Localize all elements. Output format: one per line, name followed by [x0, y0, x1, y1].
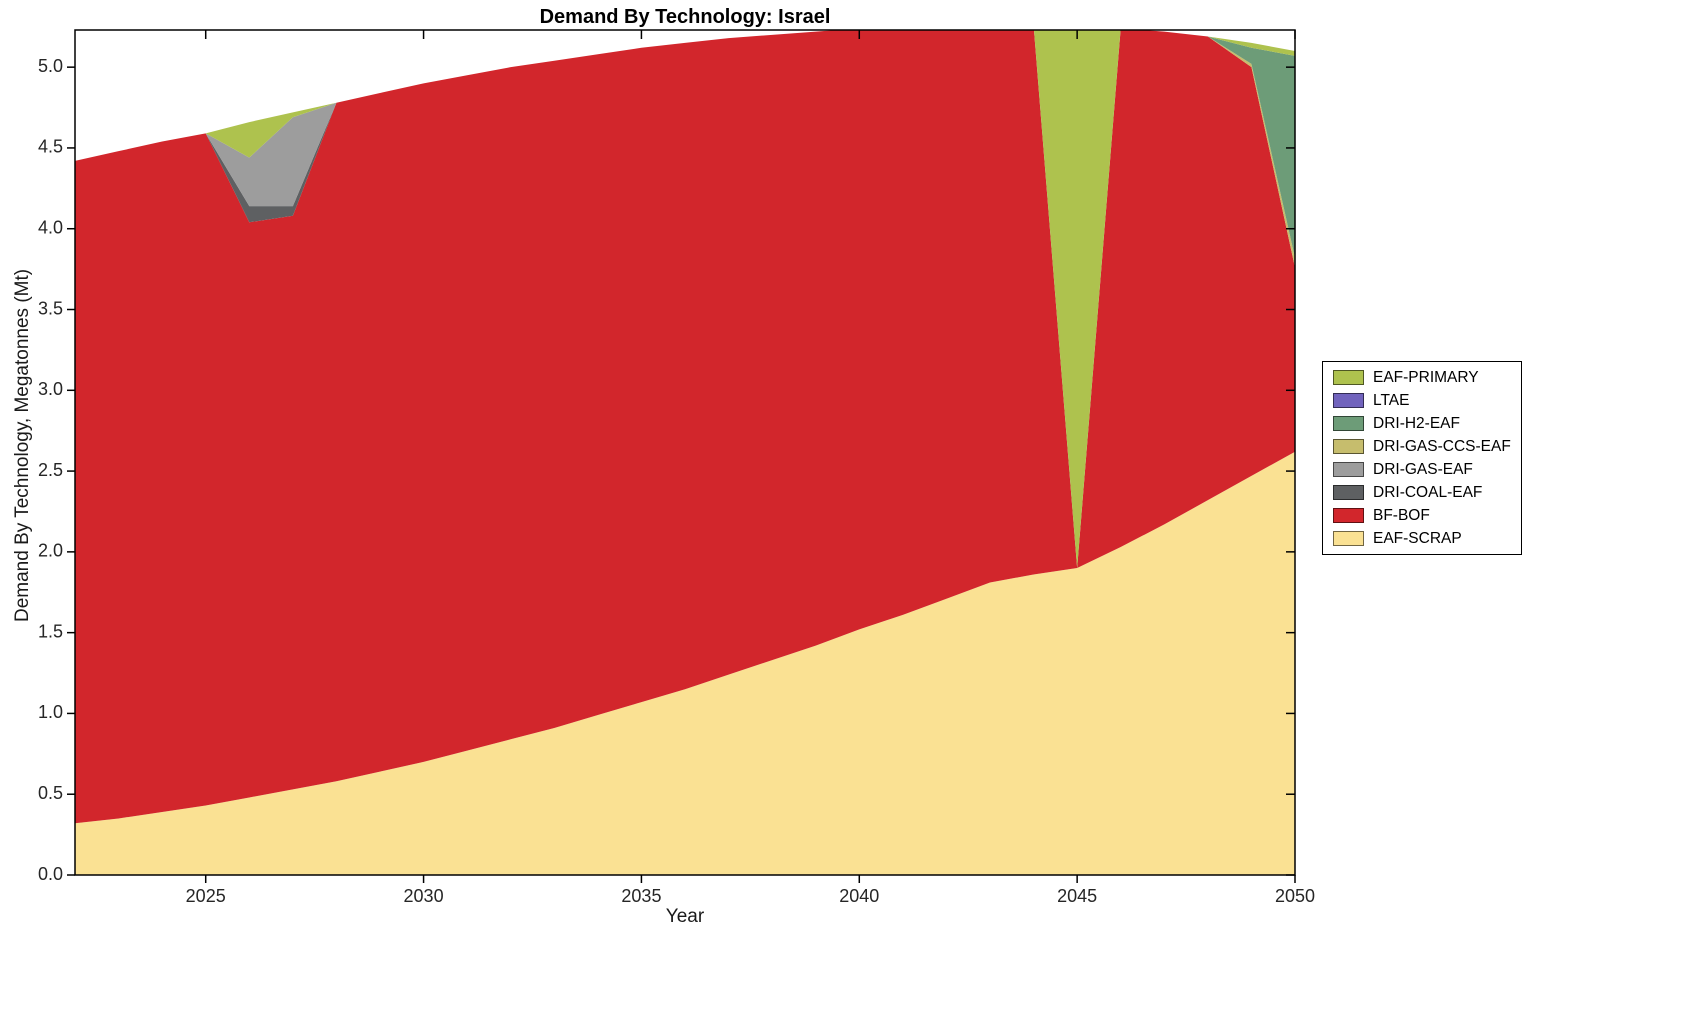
y-axis-label: Demand By Technology, Megatonnes (Mt) [12, 268, 33, 622]
legend-swatch [1333, 416, 1364, 431]
area-bf-bof [75, 30, 1295, 824]
legend-label: EAF-SCRAP [1373, 529, 1462, 547]
legend-swatch [1333, 485, 1364, 500]
legend-swatch [1333, 370, 1364, 385]
y-tick-label: 1.5 [38, 621, 63, 641]
y-tick-label: 4.0 [38, 217, 63, 237]
legend: EAF-PRIMARY LTAE DRI-H2-EAF DRI-GAS-CCS-EAF… [1322, 361, 1522, 555]
legend-swatch [1333, 439, 1364, 454]
legend-label: DRI-GAS-EAF [1373, 460, 1473, 478]
y-tick-label: 5.0 [38, 56, 63, 76]
legend-entry-eaf-primary: EAF-PRIMARY [1333, 368, 1511, 387]
y-tick-label: 2.5 [38, 460, 63, 480]
legend-label: LTAE [1373, 391, 1410, 409]
legend-swatch [1333, 393, 1364, 408]
y-tick-label: 3.5 [38, 298, 63, 318]
legend-entry-dri-h2-eaf: DRI-H2-EAF [1333, 414, 1511, 433]
legend-label: BF-BOF [1373, 506, 1430, 524]
x-tick-label: 2030 [404, 886, 444, 906]
legend-label: DRI-COAL-EAF [1373, 483, 1483, 501]
area-series-group [75, 30, 1295, 875]
x-tick-label: 2045 [1057, 886, 1097, 906]
x-tick-label: 2035 [621, 886, 661, 906]
x-axis-label: Year [665, 906, 705, 927]
y-tick-label: 3.0 [38, 379, 63, 399]
legend-entry-dri-gas-eaf: DRI-GAS-EAF [1333, 460, 1511, 479]
chart-title: Demand By Technology: Israel [539, 6, 831, 28]
legend-entry-dri-coal-eaf: DRI-COAL-EAF [1333, 483, 1511, 502]
legend-swatch [1333, 531, 1364, 546]
y-tick-label: 1.0 [38, 702, 63, 722]
legend-entry-dri-gas-ccs-eaf: DRI-GAS-CCS-EAF [1333, 437, 1511, 456]
legend-entry-eaf-scrap: EAF-SCRAP [1333, 529, 1511, 548]
x-tick-label: 2025 [186, 886, 226, 906]
area-eaf-scrap [75, 451, 1295, 875]
legend-label: EAF-PRIMARY [1373, 368, 1479, 386]
y-tick-label: 4.5 [38, 137, 63, 157]
legend-entry-ltae: LTAE [1333, 391, 1511, 410]
x-tick-label: 2050 [1275, 886, 1315, 906]
axes-box [74, 29, 1296, 876]
y-tick-label: 0.5 [38, 783, 63, 803]
legend-swatch [1333, 508, 1364, 523]
legend-swatch [1333, 462, 1364, 477]
y-tick-label: 2.0 [38, 541, 63, 561]
legend-entry-bf-bof: BF-BOF [1333, 506, 1511, 525]
y-tick-label: 0.0 [38, 864, 63, 884]
x-tick-label: 2040 [839, 886, 879, 906]
legend-label: DRI-H2-EAF [1373, 414, 1460, 432]
legend-label: DRI-GAS-CCS-EAF [1373, 437, 1511, 455]
